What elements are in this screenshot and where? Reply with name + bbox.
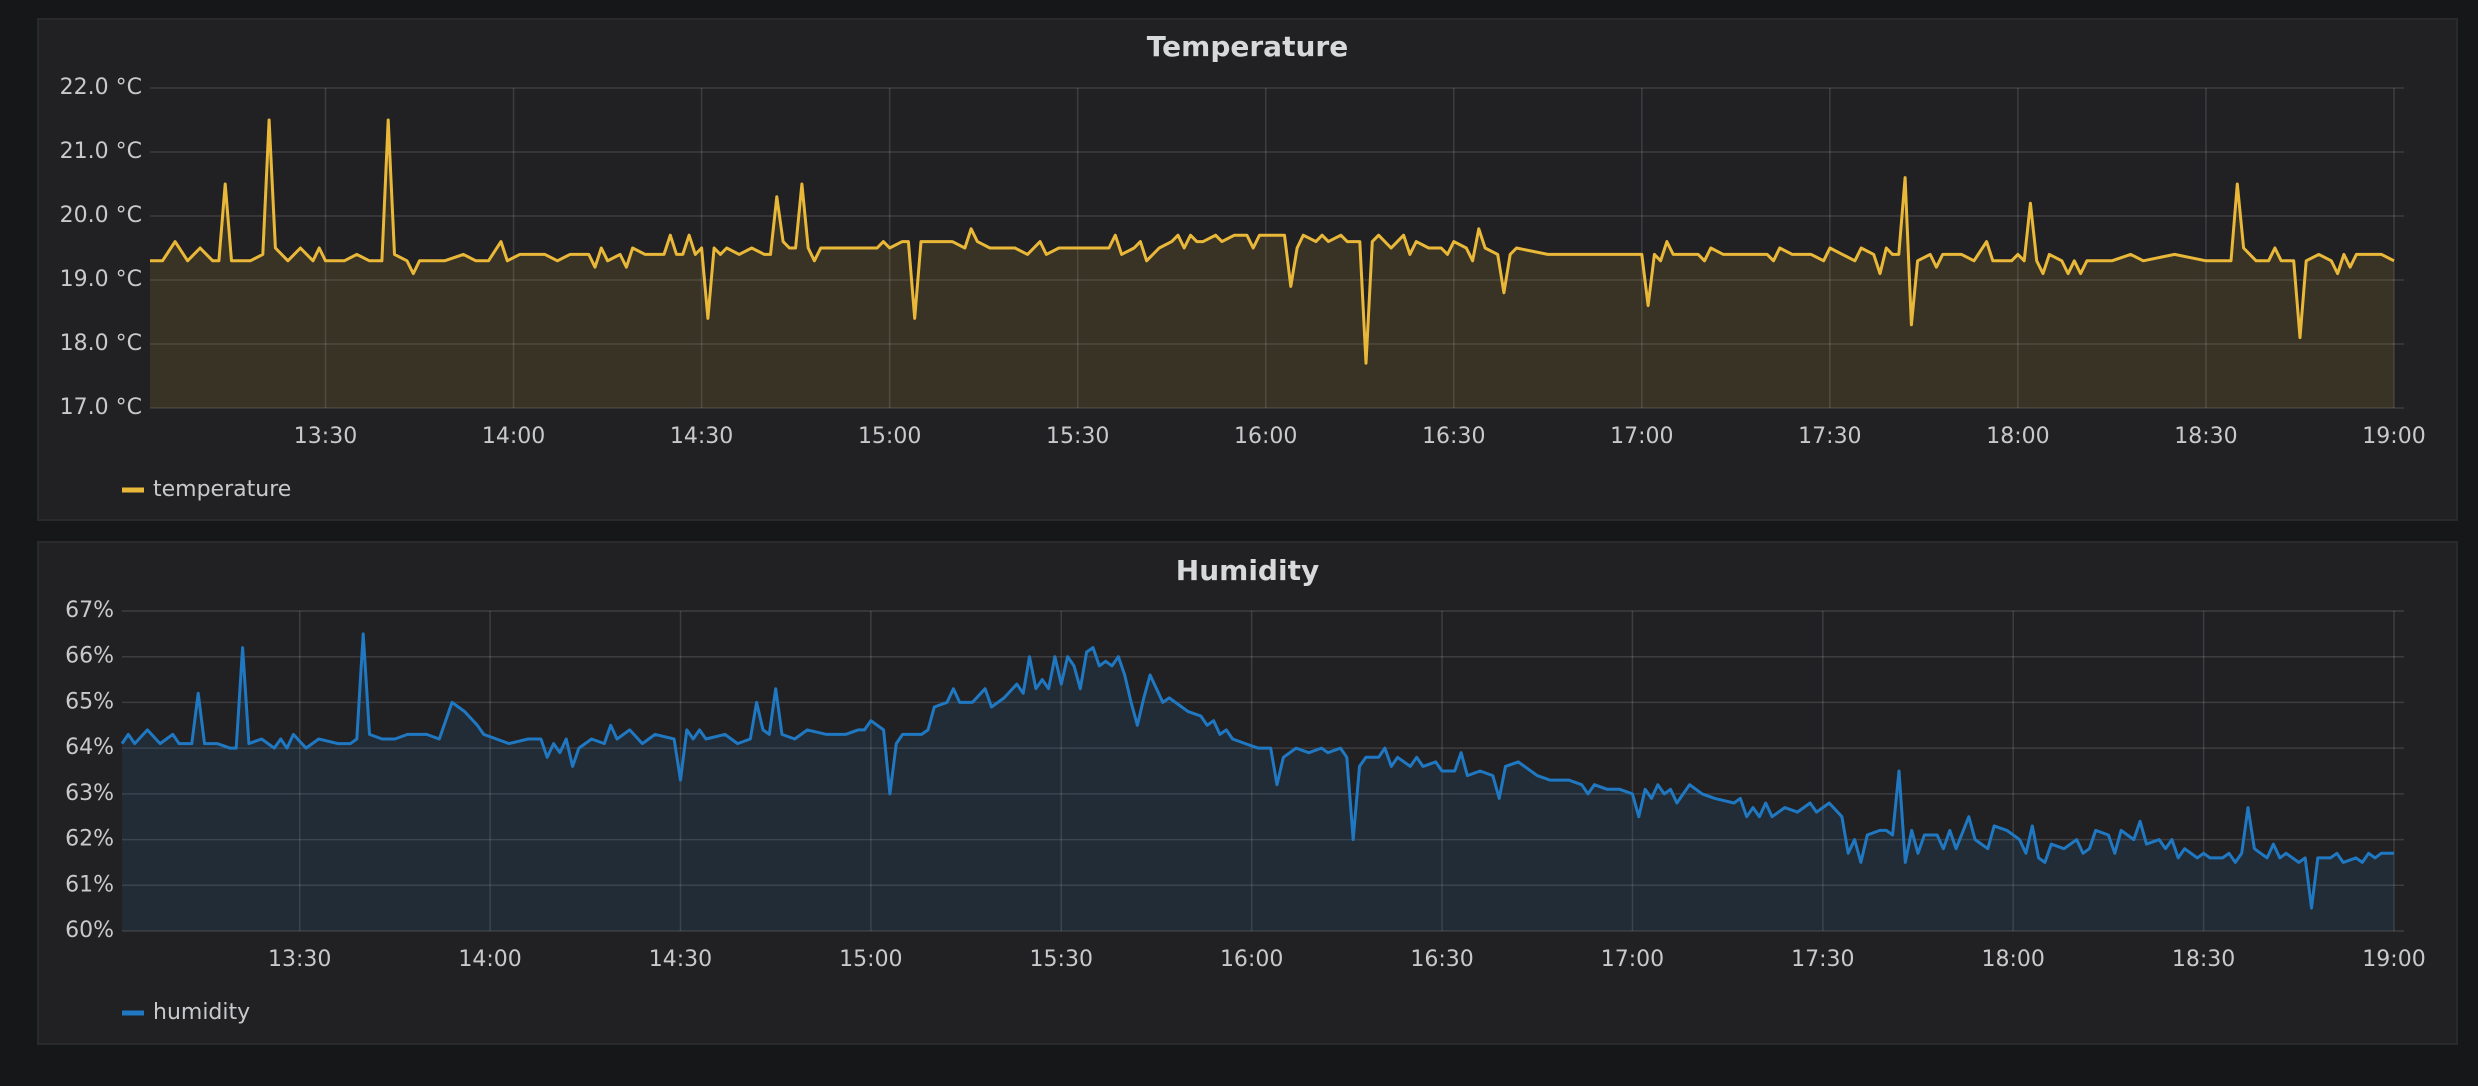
panel bbox=[37, 541, 2458, 1045]
x-tick-label: 16:00 bbox=[1234, 424, 1297, 449]
x-tick-label: 18:30 bbox=[2174, 424, 2237, 449]
x-tick-label: 15:00 bbox=[839, 947, 902, 972]
panel-title: Temperature bbox=[1147, 30, 1348, 63]
y-tick-label: 19.0 °C bbox=[60, 267, 142, 292]
y-tick-label: 64% bbox=[65, 735, 114, 760]
y-tick-label: 66% bbox=[65, 644, 114, 669]
x-tick-label: 17:30 bbox=[1798, 424, 1861, 449]
line bbox=[150, 118, 2395, 365]
x-tick-label: 16:30 bbox=[1410, 947, 1473, 972]
area-fill bbox=[150, 120, 2394, 408]
x-tick-label: 13:30 bbox=[294, 424, 357, 449]
y-tick-label: 67% bbox=[65, 598, 114, 623]
x-tick-label: 18:00 bbox=[1986, 424, 2049, 449]
x-tick-label: 18:30 bbox=[2172, 947, 2235, 972]
x-tick-label: 15:30 bbox=[1046, 424, 1109, 449]
y-tick-label: 18.0 °C bbox=[60, 331, 142, 356]
x-tick-label: 18:00 bbox=[1982, 947, 2045, 972]
y-tick-label: 22.0 °C bbox=[60, 75, 142, 100]
y-tick-label: 17.0 °C bbox=[60, 395, 142, 420]
x-tick-label: 13:30 bbox=[268, 947, 331, 972]
y-tick-label: 21.0 °C bbox=[60, 139, 142, 164]
y-tick-label: 20.0 °C bbox=[60, 203, 142, 228]
x-tick-label: 17:00 bbox=[1601, 947, 1664, 972]
y-tick-label: 65% bbox=[65, 689, 114, 714]
legend-label: humidity bbox=[153, 1000, 250, 1025]
y-tick-label: 61% bbox=[65, 872, 114, 897]
x-tick-label: 14:30 bbox=[649, 947, 712, 972]
x-tick-label: 15:30 bbox=[1030, 947, 1093, 972]
x-tick-label: 17:00 bbox=[1610, 424, 1673, 449]
x-tick-label: 17:30 bbox=[1791, 947, 1854, 972]
panel bbox=[37, 18, 2458, 521]
panel-title: Humidity bbox=[1176, 554, 1319, 587]
x-tick-label: 19:00 bbox=[2362, 947, 2425, 972]
x-tick-label: 16:00 bbox=[1220, 947, 1283, 972]
x-tick-label: 14:00 bbox=[458, 947, 521, 972]
line bbox=[120, 632, 2394, 910]
legend-label: temperature bbox=[153, 477, 291, 502]
x-tick-label: 14:00 bbox=[482, 424, 545, 449]
y-tick-label: 62% bbox=[65, 827, 114, 852]
area-fill bbox=[122, 633, 2394, 931]
x-tick-label: 15:00 bbox=[858, 424, 921, 449]
x-tick-label: 16:30 bbox=[1422, 424, 1485, 449]
x-tick-label: 19:00 bbox=[2362, 424, 2425, 449]
y-tick-label: 60% bbox=[65, 918, 114, 943]
x-tick-label: 14:30 bbox=[670, 424, 733, 449]
y-tick-label: 63% bbox=[65, 781, 114, 806]
